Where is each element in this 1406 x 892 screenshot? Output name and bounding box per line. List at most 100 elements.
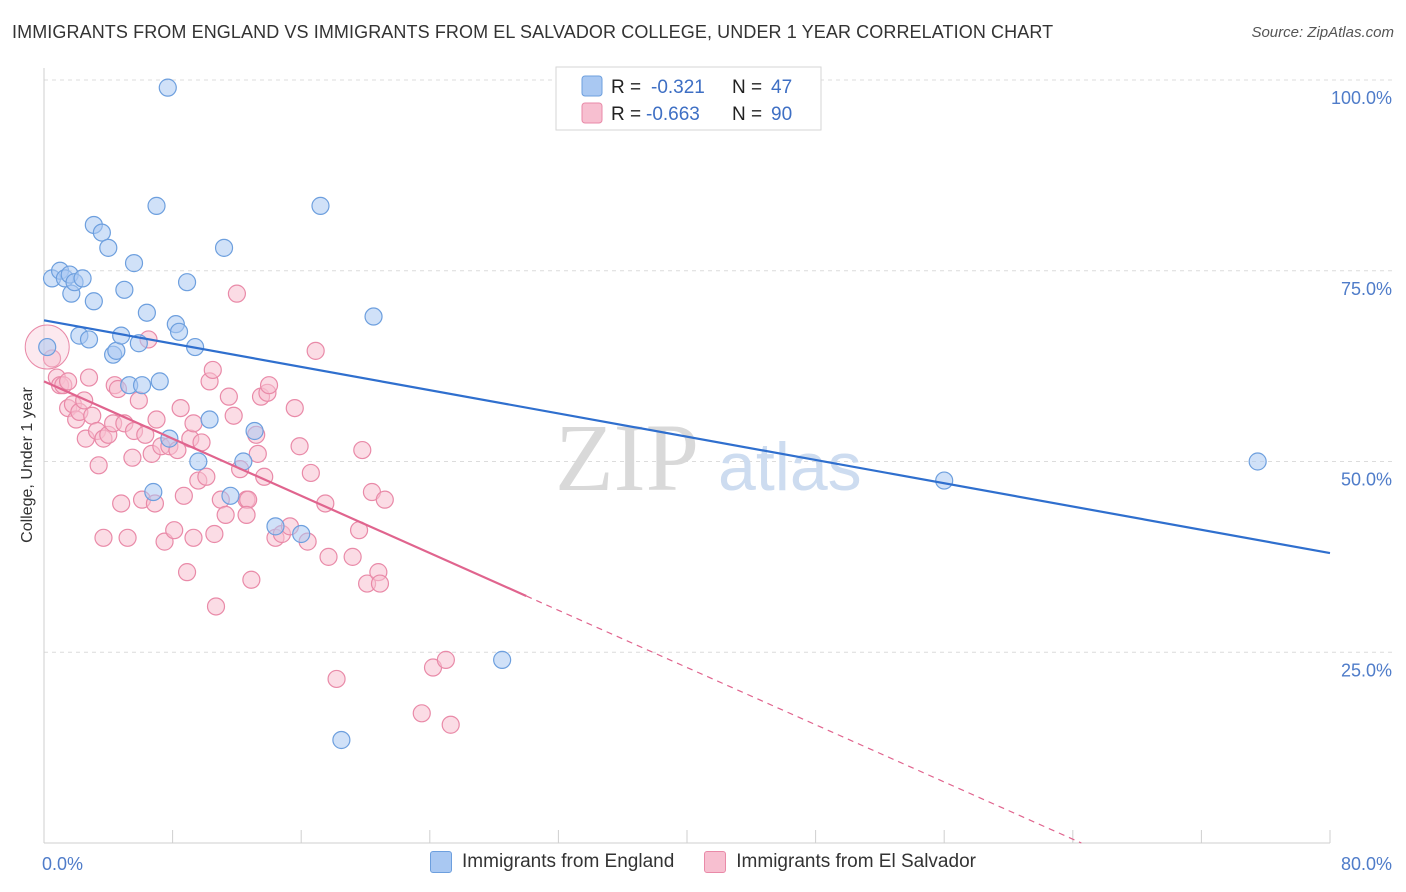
salvador-point (118, 528, 137, 547)
salvador-point (129, 391, 148, 410)
salvador-point (123, 448, 142, 467)
salvador-point (112, 494, 131, 513)
salvador-point (203, 360, 222, 380)
england-point (169, 322, 189, 341)
y-tick-labels: 25.0% 50.0% 75.0% 100.0% (1331, 88, 1392, 680)
england-point (38, 337, 57, 357)
chart-title: IMMIGRANTS FROM ENGLAND VS IMMIGRANTS FR… (12, 22, 1054, 42)
stats-r-label-england: R = (611, 77, 641, 98)
england-point (115, 280, 134, 299)
salvador-point (147, 410, 166, 429)
salvador-point (290, 437, 309, 456)
england-point (245, 421, 264, 441)
x-tick-label-min: 0.0% (42, 854, 83, 874)
salvador-point (259, 376, 279, 395)
y-tick-label-25: 25.0% (1341, 660, 1392, 680)
salvador-point (89, 456, 108, 475)
england-point (150, 372, 169, 391)
legend-label-england: Immigrants from England (462, 851, 675, 872)
salvador-point (412, 704, 431, 723)
legend-item-england[interactable]: Immigrants from England (430, 851, 674, 873)
salvador-point (219, 387, 238, 406)
gridlines (44, 79, 1392, 653)
salvador-point (205, 524, 224, 544)
england-point (177, 273, 197, 292)
x-tick-marks (43, 830, 1331, 843)
england-point (221, 486, 240, 505)
england-point (189, 452, 208, 471)
stats-swatch-salvador (581, 102, 603, 124)
stats-n-label-england: N = (732, 77, 762, 98)
salvador-point (248, 444, 267, 463)
england-point (124, 254, 144, 273)
england-point (200, 410, 219, 429)
salvador-point (306, 341, 325, 360)
salvador-trend-solid (43, 380, 527, 597)
salvador-point (94, 528, 113, 547)
england-point (493, 650, 512, 669)
stats-r-value-england: -0.321 (651, 77, 705, 98)
stats-r-label-salvador: R = (611, 104, 641, 125)
y-tick-label-50: 50.0% (1341, 470, 1392, 490)
legend-swatch-england (430, 851, 453, 873)
legend-swatch-salvador (704, 851, 727, 873)
salvador-point (171, 398, 190, 418)
england-point (73, 269, 92, 288)
england-point (935, 471, 954, 490)
salvador-point (436, 650, 455, 669)
salvador-point (239, 490, 258, 509)
salvador-point (216, 505, 235, 525)
england-point (99, 238, 118, 257)
salvador-point (242, 570, 261, 589)
x-tick-labels: 0.0% 80.0% (42, 854, 1392, 874)
trend-lines (43, 319, 1331, 844)
salvador-point (83, 406, 102, 425)
salvador-point (375, 490, 394, 509)
x-tick-label-max: 80.0% (1341, 854, 1392, 874)
salvador-point (165, 521, 184, 540)
salvador-point (370, 574, 390, 593)
england-trend-solid (43, 319, 1331, 555)
salvador-point (441, 715, 460, 734)
salvador-point (319, 547, 338, 566)
legend-label-salvador: Immigrants from El Salvador (736, 851, 976, 872)
stats-n-value-england: 47 (771, 77, 792, 98)
salvador-point (184, 528, 203, 547)
stats-box: R = -0.321 N = 47 R = -0.663 N = 90 (555, 66, 822, 131)
salvador-point (327, 669, 346, 689)
watermark-zip: ZIP (555, 404, 699, 511)
england-point (92, 223, 111, 242)
stats-r-value-salvador: -0.663 (646, 104, 700, 125)
salvador-point (343, 547, 362, 566)
salvador-point (353, 440, 372, 460)
salvador-point (227, 284, 246, 303)
salvador-point (197, 467, 216, 486)
england-point (144, 482, 163, 502)
england-point (332, 730, 351, 750)
england-point (79, 330, 99, 349)
salvador-point (237, 505, 256, 525)
salvador-point (174, 486, 193, 505)
legend: Immigrants from England Immigrants from … (0, 851, 1406, 873)
salvador-point (184, 414, 203, 433)
england-point (84, 292, 103, 311)
salvador-point (285, 398, 304, 418)
stats-n-label-salvador: N = (732, 104, 762, 125)
england-point (364, 307, 383, 326)
salvador-trend-dashed (526, 595, 1082, 844)
england-point (132, 376, 152, 395)
series-el-salvador-points (24, 284, 460, 734)
y-tick-label-75: 75.0% (1341, 279, 1392, 299)
salvador-point (79, 368, 99, 387)
england-point (214, 238, 234, 257)
england-point (292, 524, 311, 544)
england-point (160, 429, 179, 448)
salvador-point (224, 406, 243, 425)
england-point (158, 78, 177, 97)
salvador-point (59, 372, 78, 391)
stats-swatch-england (581, 75, 603, 97)
salvador-point (206, 597, 226, 616)
legend-item-salvador[interactable]: Immigrants from El Salvador (704, 851, 976, 873)
watermark-atlas: atlas (718, 429, 862, 505)
